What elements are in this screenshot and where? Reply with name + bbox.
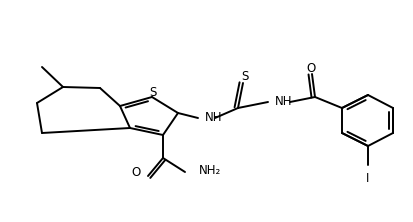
Text: NH: NH (204, 111, 222, 123)
Text: I: I (366, 172, 369, 185)
Text: NH: NH (274, 95, 292, 107)
Text: O: O (306, 61, 315, 75)
Text: S: S (149, 85, 156, 99)
Text: S: S (241, 69, 248, 83)
Text: O: O (131, 165, 141, 178)
Text: NH₂: NH₂ (199, 163, 221, 176)
